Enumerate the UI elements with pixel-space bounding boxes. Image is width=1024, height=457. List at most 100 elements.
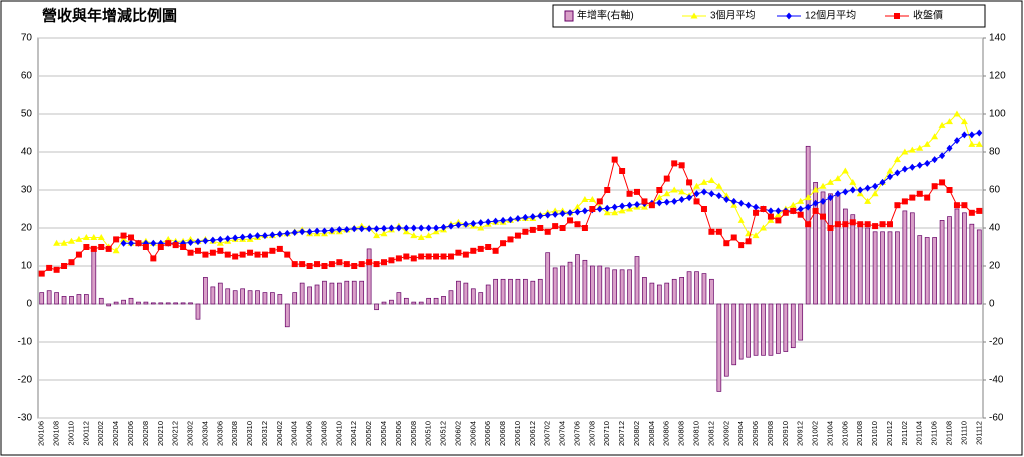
marker — [75, 251, 82, 258]
marker — [581, 207, 588, 215]
marker — [693, 190, 700, 198]
marker — [775, 217, 782, 224]
bar — [299, 282, 305, 305]
bar — [872, 231, 878, 305]
marker — [157, 244, 164, 250]
marker — [715, 228, 722, 235]
x-tick-label: 200402 — [275, 421, 284, 446]
y2-tick-label: 80 — [989, 147, 1001, 158]
marker — [886, 173, 893, 181]
marker — [514, 215, 521, 222]
y2-tick-label: 100 — [989, 109, 1006, 120]
marker — [224, 235, 231, 243]
bar — [709, 278, 714, 305]
marker — [447, 253, 454, 260]
bar — [746, 303, 751, 358]
marker — [351, 225, 358, 233]
bar — [887, 231, 893, 305]
bar — [188, 302, 193, 305]
marker — [113, 236, 120, 243]
marker — [269, 231, 276, 239]
marker — [611, 203, 618, 211]
x-tick-label: 200306 — [215, 421, 224, 446]
bar — [776, 303, 781, 354]
marker — [128, 234, 135, 241]
marker — [425, 224, 432, 232]
marker — [373, 261, 380, 268]
marker — [291, 229, 298, 237]
marker — [841, 167, 849, 174]
bar — [969, 223, 975, 305]
y-tick-label: 40 — [21, 147, 33, 158]
marker — [901, 198, 908, 205]
marker — [97, 234, 105, 240]
marker — [603, 209, 611, 216]
marker — [410, 224, 417, 232]
marker — [611, 209, 619, 216]
bar — [731, 303, 737, 366]
y2-tick-label: -20 — [989, 337, 1004, 348]
x-tick-label: 200708 — [587, 421, 596, 446]
y2-tick-label: -60 — [989, 413, 1004, 424]
marker — [812, 207, 819, 214]
marker — [723, 240, 730, 247]
bar — [627, 269, 632, 305]
marker — [663, 198, 670, 206]
marker — [46, 264, 53, 271]
marker — [826, 178, 834, 185]
marker — [544, 228, 551, 235]
marker — [522, 228, 529, 235]
marker — [834, 221, 841, 228]
marker — [418, 224, 425, 232]
bar — [61, 296, 67, 305]
marker — [529, 213, 536, 221]
bar — [924, 237, 930, 305]
bar — [389, 299, 394, 305]
bar — [456, 280, 461, 305]
bar — [463, 282, 469, 305]
marker — [961, 131, 968, 139]
marker — [819, 182, 827, 189]
marker — [529, 226, 536, 233]
bar — [798, 303, 804, 341]
marker — [239, 233, 246, 241]
x-tick-label: 201010 — [870, 421, 879, 446]
bar — [76, 294, 82, 305]
x-tick-label: 200710 — [602, 421, 611, 446]
marker — [75, 235, 83, 242]
marker — [786, 12, 792, 20]
x-tick-label: 201002 — [811, 421, 820, 446]
marker — [953, 110, 961, 117]
bar — [634, 256, 640, 305]
marker — [581, 225, 588, 231]
marker — [753, 203, 760, 211]
marker — [514, 232, 521, 239]
marker — [492, 247, 499, 254]
bar — [359, 280, 365, 305]
marker — [314, 227, 321, 235]
x-tick-label: 200110 — [66, 421, 75, 445]
bar — [828, 193, 833, 305]
bar — [947, 216, 952, 305]
bar — [381, 301, 387, 305]
marker — [893, 156, 901, 163]
marker — [775, 207, 782, 215]
marker — [611, 156, 618, 163]
marker — [574, 221, 581, 228]
x-tick-label: 201110 — [959, 421, 968, 445]
bar — [694, 271, 699, 305]
legend-label: 3個月平均 — [710, 9, 756, 22]
bar — [835, 193, 841, 305]
marker — [916, 190, 923, 197]
bar — [180, 302, 186, 305]
x-tick-label: 200412 — [349, 421, 358, 446]
bar — [470, 288, 476, 305]
marker — [306, 228, 313, 236]
marker — [477, 219, 484, 227]
y2-tick-label: 20 — [989, 261, 1001, 272]
marker — [879, 178, 886, 186]
marker — [686, 179, 693, 186]
marker — [395, 255, 402, 262]
marker — [417, 234, 425, 240]
marker — [380, 230, 388, 237]
